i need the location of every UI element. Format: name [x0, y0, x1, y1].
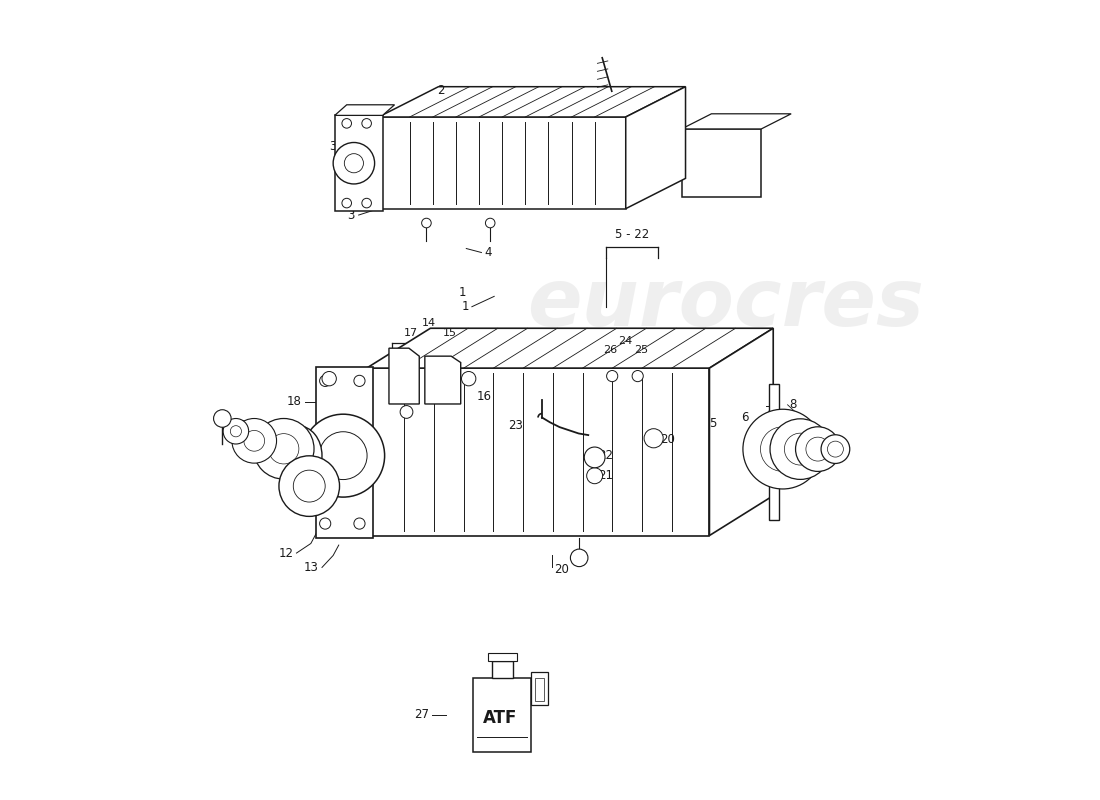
Polygon shape [334, 115, 383, 211]
Circle shape [213, 410, 231, 427]
Text: 21: 21 [597, 470, 613, 482]
Circle shape [232, 418, 276, 463]
Polygon shape [378, 86, 685, 117]
Circle shape [742, 410, 823, 489]
Polygon shape [425, 356, 461, 404]
Circle shape [606, 370, 618, 382]
Circle shape [421, 218, 431, 228]
Circle shape [333, 142, 375, 184]
Text: 19: 19 [368, 443, 383, 456]
Circle shape [462, 371, 476, 386]
Circle shape [827, 441, 844, 457]
Text: 1: 1 [459, 286, 466, 299]
Circle shape [253, 418, 313, 479]
Circle shape [354, 375, 365, 386]
Circle shape [584, 447, 605, 468]
Circle shape [230, 426, 242, 437]
Text: 2: 2 [438, 84, 444, 97]
Text: 23: 23 [508, 419, 522, 432]
Circle shape [320, 518, 331, 529]
Polygon shape [389, 348, 419, 404]
Text: 18: 18 [286, 395, 301, 408]
Bar [535, 678, 544, 701]
Circle shape [362, 118, 372, 128]
Circle shape [223, 418, 249, 444]
Circle shape [244, 430, 265, 451]
Circle shape [294, 470, 326, 502]
Text: 3: 3 [348, 209, 354, 222]
Text: 20: 20 [660, 433, 675, 446]
Bar [492, 661, 514, 678]
Circle shape [632, 370, 644, 382]
Circle shape [760, 426, 805, 471]
Polygon shape [378, 117, 626, 209]
Bar [487, 653, 517, 661]
Text: 9: 9 [254, 432, 262, 445]
Text: 5: 5 [710, 418, 717, 430]
Polygon shape [366, 368, 710, 535]
Text: ATF: ATF [483, 709, 517, 727]
Circle shape [485, 218, 495, 228]
Text: a passion since 1985: a passion since 1985 [476, 354, 783, 446]
Text: 20: 20 [554, 563, 569, 576]
Circle shape [784, 433, 816, 465]
Circle shape [301, 414, 385, 497]
Text: 8: 8 [238, 419, 245, 432]
Circle shape [770, 419, 830, 479]
Circle shape [342, 118, 352, 128]
Bar [531, 672, 549, 706]
Text: 7: 7 [766, 405, 772, 418]
Circle shape [319, 432, 367, 479]
Circle shape [400, 406, 412, 418]
Circle shape [571, 549, 587, 566]
Circle shape [344, 154, 363, 173]
Circle shape [322, 371, 337, 386]
Circle shape [795, 426, 840, 471]
Circle shape [586, 468, 603, 484]
Text: 13: 13 [304, 561, 319, 574]
Text: 17: 17 [404, 328, 418, 338]
Circle shape [320, 375, 331, 386]
Circle shape [362, 198, 372, 208]
Text: 12: 12 [278, 546, 294, 559]
Text: 5 - 22: 5 - 22 [615, 228, 649, 242]
Circle shape [806, 437, 829, 461]
Circle shape [342, 198, 352, 208]
Text: 15: 15 [443, 328, 456, 338]
Circle shape [354, 518, 365, 529]
Text: 11: 11 [283, 432, 298, 445]
Text: 3: 3 [329, 140, 337, 153]
Circle shape [645, 429, 663, 448]
Polygon shape [316, 366, 373, 538]
Text: 24: 24 [618, 336, 632, 346]
Text: 10: 10 [264, 446, 279, 459]
Text: 1: 1 [461, 300, 469, 314]
Text: 6: 6 [741, 411, 749, 424]
Polygon shape [682, 129, 761, 197]
Text: 8: 8 [789, 398, 796, 411]
Text: 27: 27 [414, 709, 429, 722]
Text: 22: 22 [597, 450, 613, 462]
Polygon shape [626, 86, 685, 209]
Bar [769, 384, 779, 519]
Text: 14: 14 [421, 318, 436, 328]
Text: eurocres: eurocres [527, 266, 924, 343]
Bar [473, 678, 531, 751]
Circle shape [821, 434, 850, 463]
Polygon shape [710, 328, 773, 535]
Ellipse shape [274, 426, 322, 486]
Circle shape [268, 434, 299, 464]
Polygon shape [334, 105, 395, 115]
Polygon shape [366, 328, 773, 368]
Text: 26: 26 [603, 346, 617, 355]
Text: 4: 4 [485, 246, 492, 259]
Ellipse shape [285, 438, 311, 474]
Circle shape [279, 456, 340, 516]
Text: 25: 25 [634, 346, 648, 355]
Polygon shape [682, 114, 791, 129]
Text: 16: 16 [476, 390, 492, 402]
